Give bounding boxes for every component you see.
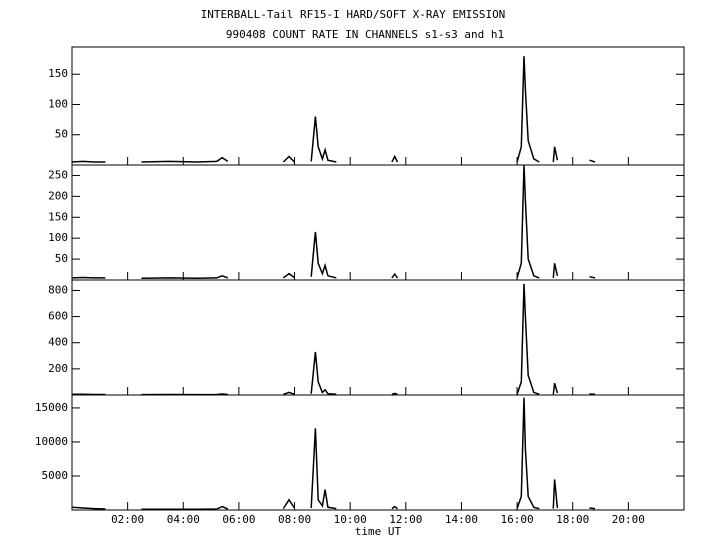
y-tick-label: 15000 [35,401,68,414]
x-tick-label: 10:00 [334,513,367,526]
y-tick-label: 50 [55,128,68,141]
y-tick-label: 100 [48,97,68,110]
data-line [71,397,596,511]
x-tick-label: 18:00 [556,513,589,526]
panel-frame [71,394,685,511]
chart-subtitle: 990408 COUNT RATE IN CHANNELS s1-s3 and … [226,28,504,41]
data-line [71,56,596,163]
x-axis-label: time UT [355,525,402,538]
y-tick-label: 150 [48,210,68,223]
x-tick-label: 06:00 [222,513,255,526]
y-tick-label: 200 [48,362,68,375]
y-tick-label: 200 [48,189,68,202]
x-tick-label: 02:00 [111,513,144,526]
x-tick-label: 16:00 [501,513,534,526]
y-tick-label: 100 [48,231,68,244]
x-tick-label: 20:00 [612,513,645,526]
y-tick-label: 150 [48,67,68,80]
x-tick-label: 04:00 [167,513,200,526]
chart-title: INTERBALL-Tail RF15-I HARD/SOFT X-RAY EM… [201,8,506,21]
y-tick-label: 800 [48,283,68,296]
x-tick-label: 14:00 [445,513,478,526]
y-tick-label: 250 [48,168,68,181]
y-tick-label: 5000 [42,469,69,482]
x-tick-label: 08:00 [278,513,311,526]
y-tick-label: 10000 [35,435,68,448]
x-tick-label: 12:00 [389,513,422,526]
y-tick-label: 600 [48,310,68,323]
y-tick-label: 400 [48,336,68,349]
data-line [71,164,596,280]
y-tick-label: 50 [55,252,68,265]
